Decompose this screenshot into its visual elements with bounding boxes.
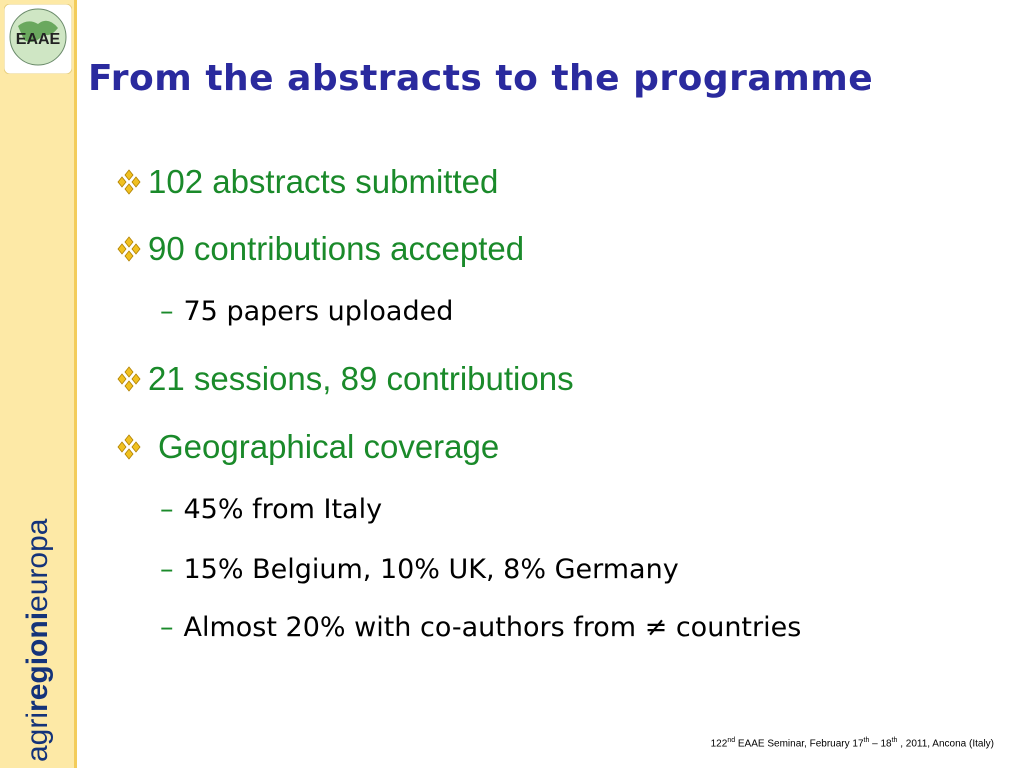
footer: 122nd EAAE Seminar, February 17th – 18th… [711, 737, 994, 749]
footer-part: 122 [710, 738, 728, 750]
footer-part: th [863, 737, 870, 744]
sub-bullet-text: 45% from Italy [183, 494, 383, 525]
brand-part: regioni [21, 611, 54, 712]
brand-part: agri [21, 711, 54, 762]
logo-text: EAAE [16, 31, 61, 48]
bullet-text: Geographical coverage [158, 428, 500, 465]
dash: – [160, 494, 174, 525]
bullet-text: 90 contributions accepted [148, 230, 525, 267]
sub-bullet: – Almost 20% with co-authors from ≠ count… [160, 612, 801, 643]
sub-bullet-text: 75 papers uploaded [183, 296, 454, 327]
bullet: 21 sessions, 89 contributions [116, 360, 574, 398]
bullet-icon [117, 366, 141, 392]
bullet-icon [117, 169, 141, 195]
bullet-text: 102 abstracts submitted [148, 163, 499, 200]
sub-bullet-text: 15% Belgium, 10% UK, 8% Germany [183, 554, 679, 585]
footer-part: , 2011, Ancona (Italy) [897, 738, 994, 750]
bullet: Geographical coverage [116, 428, 499, 466]
slide-title: From the abstracts to the programme [88, 58, 874, 99]
bullet-text: 21 sessions, 89 contributions [148, 360, 574, 397]
brand: agriregionieuropa [21, 518, 54, 762]
sub-bullet-text: Almost 20% with co-authors from ≠ countr… [183, 612, 802, 643]
bullet-icon [117, 434, 141, 460]
bullet: 90 contributions accepted [116, 230, 524, 268]
sub-bullet: –75 papers uploaded [160, 296, 453, 327]
footer-part: nd [727, 737, 736, 744]
bullet-icon [117, 236, 141, 262]
logo: EAAE [4, 4, 72, 74]
dash: – [160, 296, 174, 327]
footer-part: – 18 [869, 738, 892, 750]
bullet: 102 abstracts submitted [116, 163, 498, 201]
dash: – [160, 554, 174, 585]
dash: – [160, 612, 174, 643]
sub-bullet: –45% from Italy [160, 494, 382, 525]
sub-bullet: –15% Belgium, 10% UK, 8% Germany [160, 554, 679, 585]
footer-part: EAAE Seminar, February 17 [735, 738, 864, 750]
sidebar: EAAE agriregionieuropa [0, 0, 77, 768]
brand-part: europa [21, 518, 54, 612]
footer-part: th [891, 737, 898, 744]
